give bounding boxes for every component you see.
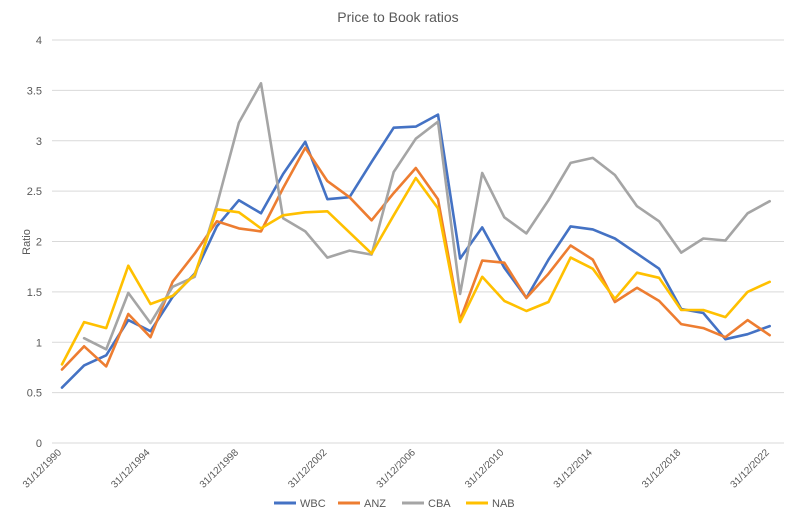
gridlines	[52, 39, 784, 444]
x-tick-label: 31/12/2018	[640, 447, 683, 490]
legend-label-anz: ANZ	[364, 498, 386, 510]
y-tick-label: 0.5	[27, 388, 42, 400]
x-tick-label: 31/12/2002	[286, 447, 329, 490]
series-lines	[60, 82, 771, 389]
legend: WBC ANZ CBA NAB	[274, 498, 515, 510]
series-line-anz	[60, 146, 771, 371]
x-tick-label: 31/12/2010	[463, 447, 506, 490]
x-tick-label: 31/12/2022	[729, 447, 772, 490]
y-tick-label: 3.5	[27, 85, 42, 97]
x-tick-label: 31/12/1998	[198, 447, 241, 490]
series-line-nab	[60, 176, 771, 366]
y-tick-label: 2	[36, 237, 42, 249]
x-axis-ticks: 31/12/1990 31/12/1994 31/12/1998 31/12/2002…	[21, 447, 772, 490]
y-tick-label: 0	[36, 438, 42, 450]
legend-label-cba: CBA	[428, 498, 451, 510]
y-tick-label: 2.5	[27, 186, 42, 198]
x-tick-label: 31/12/2014	[552, 447, 595, 490]
y-tick-label: 1	[36, 337, 42, 349]
legend-label-wbc: WBC	[300, 498, 326, 510]
x-tick-label: 31/12/1990	[21, 447, 64, 490]
series-line-wbc	[60, 113, 771, 389]
y-axis-label: Ratio	[21, 229, 33, 255]
y-tick-label: 4	[36, 35, 42, 47]
x-tick-label: 31/12/2006	[375, 447, 418, 490]
y-tick-label: 1.5	[27, 287, 42, 299]
y-tick-label: 3	[36, 136, 42, 148]
y-axis-ticks: 0 0.5 1 1.5 2 2.5 3 3.5 4	[27, 35, 42, 450]
legend-label-nab: NAB	[492, 498, 515, 510]
chart-title: Price to Book ratios	[337, 9, 458, 25]
x-tick-label: 31/12/1994	[109, 447, 152, 490]
